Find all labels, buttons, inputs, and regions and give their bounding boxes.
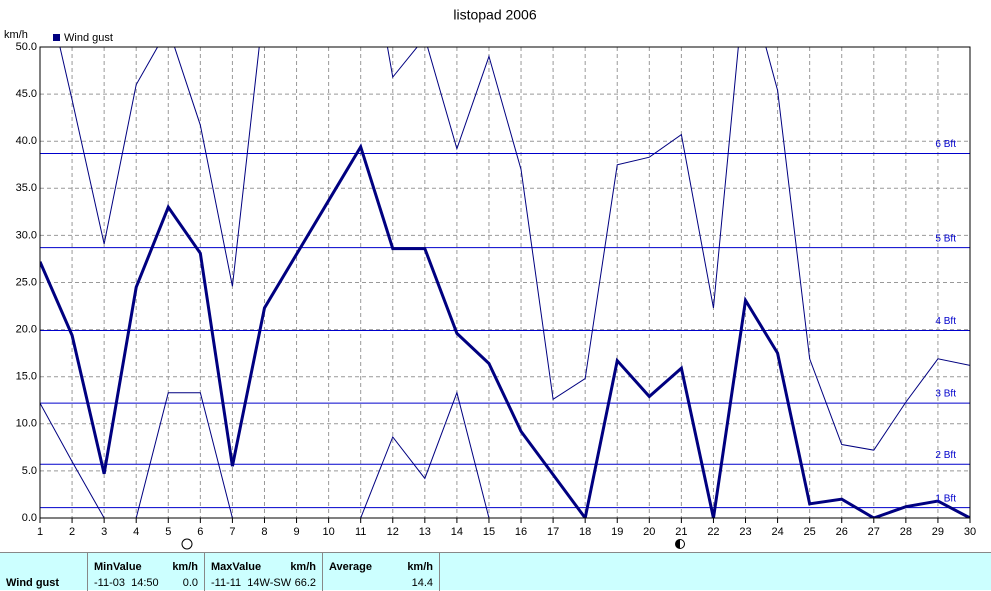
x-tick-label: 21: [675, 526, 687, 538]
x-tick-label: 14: [451, 526, 463, 538]
x-tick-label: 13: [419, 526, 431, 538]
x-tick-label: 29: [932, 526, 944, 538]
column-value: 0.0: [182, 577, 198, 589]
x-tick-label: 24: [771, 526, 783, 538]
x-tick-label: 23: [739, 526, 751, 538]
series-line: [59, 47, 970, 451]
x-tick-label: 6: [197, 526, 203, 538]
row-header-cell: Wind gust: [0, 553, 88, 591]
x-tick-label: 22: [707, 526, 719, 538]
x-tick-label: 8: [261, 526, 267, 538]
column-header: Average: [329, 561, 373, 573]
plot-layer: [40, 47, 970, 518]
x-tick-label: 19: [611, 526, 623, 538]
y-tick-label: 45.0: [16, 88, 37, 100]
x-tick-label: 10: [322, 526, 334, 538]
series-line: [40, 143, 970, 518]
beaufort-label: 6 Bft: [935, 139, 956, 150]
beaufort-label: 5 Bft: [935, 233, 956, 244]
x-tick-label: 30: [964, 526, 976, 538]
column-unit: km/h: [172, 561, 198, 573]
column-header: MinValue: [94, 561, 142, 573]
plot-border: [39, 46, 971, 519]
y-tick-label: 5.0: [22, 465, 37, 477]
y-tick-label: 15.0: [16, 371, 37, 383]
x-tick-label: 12: [387, 526, 399, 538]
column-detail: -11-11 14W-SW: [211, 577, 292, 589]
y-tick-label: 25.0: [16, 276, 37, 288]
legend-swatch: [53, 34, 60, 41]
x-tick-label: 1: [37, 526, 43, 538]
y-tick-label: 30.0: [16, 229, 37, 241]
column-unit: km/h: [407, 561, 433, 573]
new-moon-shade: [675, 539, 680, 549]
row-label: Wind gust: [6, 577, 60, 589]
x-tick-label: 16: [515, 526, 527, 538]
beaufort-label: 1 Bft: [935, 493, 956, 504]
column-detail: -11-03 14:50: [94, 577, 159, 589]
x-tick-label: 11: [355, 526, 366, 538]
x-tick-label: 4: [133, 526, 139, 538]
chart-title: listopad 2006: [453, 7, 537, 23]
column-header: MaxValue: [211, 561, 262, 573]
legend-label: Wind gust: [64, 32, 113, 44]
stat-cell: MaxValue km/h -11-11 14W-SW 66.2: [205, 553, 323, 591]
x-tick-label: 28: [900, 526, 912, 538]
summary-table: Wind gust MinValue km/h -11-03 14:50 0.0 MaxV…: [0, 552, 991, 591]
y-tick-label: 20.0: [16, 324, 37, 336]
y-tick-label: 0.0: [22, 512, 37, 524]
chart: listopad 2006 km/h Wind gust 0.0 5.0 10.0 1…: [4, 7, 976, 550]
x-tick-label: 27: [868, 526, 880, 538]
x-tick-label: 5: [165, 526, 171, 538]
column-value: 66.2: [294, 577, 316, 589]
series-line: [40, 391, 970, 518]
x-tick-label: 20: [643, 526, 655, 538]
x-tick-label: 7: [229, 526, 235, 538]
y-tick-label: 50.0: [16, 41, 37, 53]
x-tick-label: 3: [101, 526, 107, 538]
column-unit: km/h: [290, 561, 316, 573]
y-tick-label: 35.0: [16, 182, 37, 194]
x-tick-label: 26: [836, 526, 848, 538]
beaufort-label: 2 Bft: [935, 450, 956, 461]
beaufort-label: 3 Bft: [935, 389, 956, 400]
x-tick-label: 2: [69, 526, 75, 538]
y-axis-label: km/h: [4, 29, 28, 41]
full-moon-icon: [181, 538, 193, 550]
stat-cell: Average km/h 14.4: [323, 553, 440, 591]
y-tick-label: 10.0: [16, 418, 37, 430]
beaufort-label: 4 Bft: [935, 316, 956, 327]
x-tick-label: 9: [293, 526, 299, 538]
y-tick-label: 40.0: [16, 135, 37, 147]
x-tick-label: 25: [804, 526, 816, 538]
x-tick-label: 17: [547, 526, 559, 538]
x-tick-label: 18: [579, 526, 591, 538]
x-tick-label: 15: [483, 526, 495, 538]
column-value: 14.4: [411, 577, 433, 589]
stat-cell: MinValue km/h -11-03 14:50 0.0: [88, 553, 205, 591]
